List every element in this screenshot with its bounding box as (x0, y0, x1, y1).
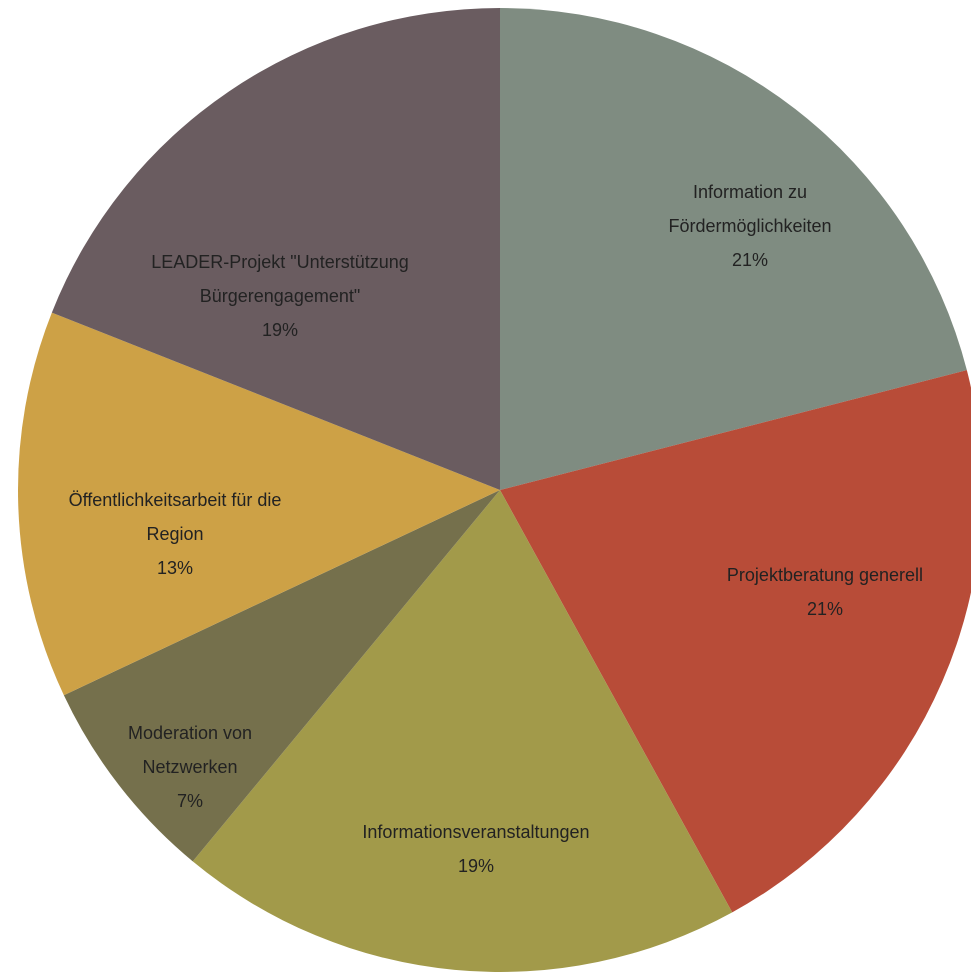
pie-slice (17, 312, 501, 696)
percent-label: 21% (806, 599, 844, 619)
pie-slice (51, 8, 501, 490)
pie-slice (192, 490, 733, 972)
percent-label: 13% (156, 558, 194, 578)
category-name: Informationsveranstaltungen (362, 822, 590, 842)
percent-label: 21% (731, 250, 769, 270)
slice-label: Information zu Fördermöglichkeiten 21% (630, 175, 870, 277)
pie-slice (63, 490, 501, 862)
percent-label: 7% (176, 791, 203, 811)
slice-label: Moderation von Netzwerken 7% (105, 716, 275, 818)
category-name: Moderation von Netzwerken (127, 723, 253, 777)
category-name: Information zu Fördermöglichkeiten (668, 182, 832, 236)
slice-label: Projektberatung generell 21% (675, 558, 971, 626)
category-name: LEADER-Projekt "Unterstützung Bürgerenga… (151, 252, 409, 306)
pie-slice (500, 8, 967, 490)
percent-label: 19% (261, 320, 299, 340)
slice-label: LEADER-Projekt "Unterstützung Bürgerenga… (120, 245, 440, 347)
category-name: Öffentlichkeitsarbeit für die Region (68, 490, 282, 544)
percent-label: 19% (457, 856, 495, 876)
slice-label: Öffentlichkeitsarbeit für die Region 13% (45, 483, 305, 585)
category-name: Projektberatung generell (726, 565, 924, 585)
pie-slice (500, 370, 971, 913)
slice-label: Informationsveranstaltungen 19% (316, 815, 636, 883)
